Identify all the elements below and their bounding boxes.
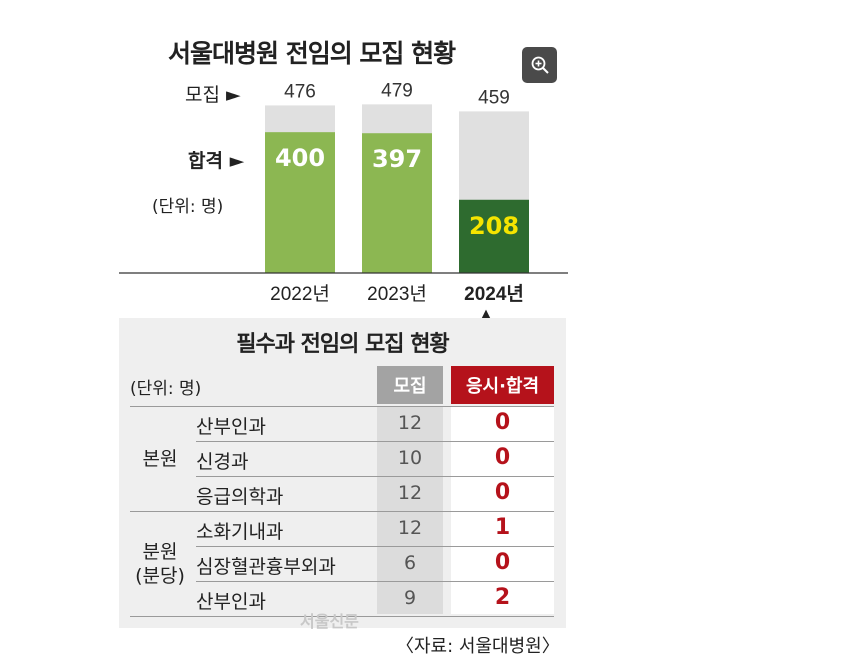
highlight-marker: ▲ (481, 307, 491, 320)
pass-value-3: 208 (469, 212, 519, 240)
watermark: 서울신문 (300, 612, 359, 631)
group-label-line: 본원 (142, 447, 178, 470)
group-label: 분원 (분당) (130, 540, 190, 588)
table-group-border (130, 511, 554, 512)
pass-column-bg (451, 406, 554, 614)
bar-chart: 476 400 2022년 479 397 2023년 459 208 2024년 ▲ (119, 80, 568, 320)
table-group-border (130, 616, 554, 617)
category-label-3: 2024년 (464, 283, 524, 305)
recruit-cell: 12 (397, 412, 423, 434)
dept-cell: 신경과 (196, 451, 249, 473)
pass-row-label: 합격 ► (188, 150, 245, 172)
recruit-value-2: 479 (381, 80, 413, 101)
group-label: 본원 (130, 447, 190, 471)
recruit-cell: 10 (397, 447, 423, 469)
table-row-divider (196, 476, 554, 477)
pass-bar-1 (265, 132, 335, 273)
group-label-line: (분당) (135, 564, 185, 587)
dept-cell: 산부인과 (196, 591, 266, 613)
table-row-divider (196, 441, 554, 442)
table-title: 필수과 전임의 모집 현황 (236, 332, 449, 357)
dept-cell: 산부인과 (196, 416, 266, 438)
table-row-divider (196, 581, 554, 582)
group-label-line: 분원 (142, 540, 178, 563)
chart-title: 서울대병원 전임의 모집 현황 (168, 39, 456, 68)
table-unit: (단위: 명) (130, 379, 202, 399)
category-label-1: 2022년 (270, 283, 330, 305)
dept-cell: 소화기내과 (196, 521, 284, 543)
table-top-border (130, 406, 554, 407)
source-note: 〈자료: 서울대병원〉 (396, 636, 560, 657)
header-recruit: 모집 (377, 366, 443, 404)
recruit-cell: 12 (397, 482, 423, 504)
recruit-row-label: 모집 ► (185, 84, 241, 106)
pass-bar-2 (362, 133, 432, 273)
pass-cell: 0 (494, 410, 511, 435)
pass-cell: 0 (494, 550, 511, 575)
recruit-cell: 9 (403, 587, 417, 609)
recruit-column-bg (377, 406, 443, 614)
pass-value-2: 397 (372, 145, 422, 173)
recruit-cell: 6 (403, 552, 417, 574)
pass-value-1: 400 (275, 144, 325, 172)
zoom-button[interactable] (522, 47, 557, 83)
header-pass: 응시·합격 (451, 366, 554, 404)
table-row-divider (196, 546, 554, 547)
pass-bar-3 (459, 199, 529, 273)
recruit-value-1: 476 (284, 81, 316, 102)
dept-cell: 심장혈관흉부외과 (196, 556, 336, 578)
zoom-in-icon (531, 56, 549, 74)
recruit-cell: 12 (397, 517, 423, 539)
recruit-value-3: 459 (478, 87, 510, 108)
pass-cell: 0 (494, 480, 511, 505)
pass-cell: 2 (494, 585, 511, 610)
chart-unit: (단위: 명) (152, 197, 224, 217)
dept-cell: 응급의학과 (196, 486, 284, 508)
pass-cell: 0 (494, 445, 511, 470)
category-label-2: 2023년 (367, 283, 427, 305)
pass-cell: 1 (494, 515, 511, 540)
